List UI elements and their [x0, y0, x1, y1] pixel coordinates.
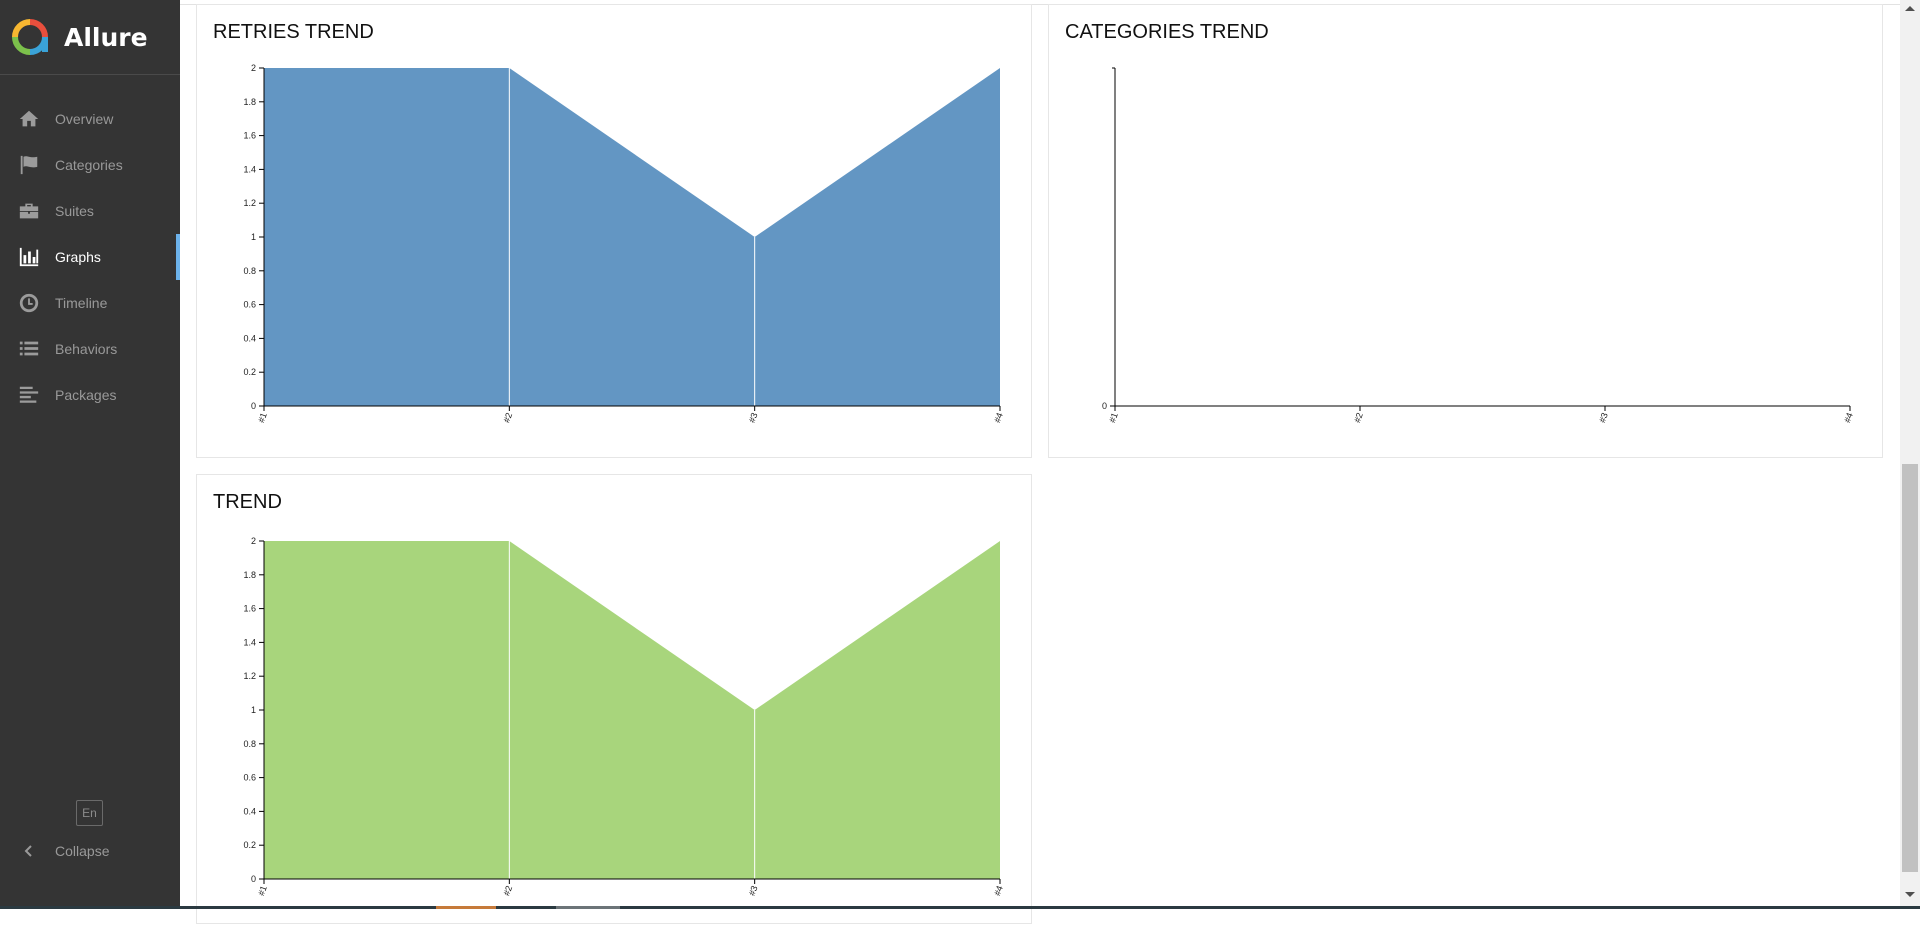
scroll-up-arrow-icon[interactable] — [1905, 6, 1915, 11]
bar-chart-icon — [18, 246, 40, 268]
brand[interactable]: Allure — [0, 0, 180, 75]
y-tick-label: 1 — [251, 232, 256, 242]
y-tick-label: 0.4 — [243, 806, 256, 816]
sidebar-item-label: Overview — [55, 111, 113, 127]
x-tick-label: #3 — [747, 884, 760, 897]
x-tick-label: #4 — [1842, 411, 1855, 424]
x-tick-label: #1 — [1107, 411, 1120, 424]
y-tick-label: 1.4 — [243, 164, 256, 174]
y-tick-label: 0.4 — [243, 333, 256, 343]
flag-icon — [18, 154, 40, 176]
y-tick-label: 0.8 — [243, 266, 256, 276]
x-tick-label: #4 — [992, 411, 1005, 424]
y-tick-label: 0.8 — [243, 739, 256, 749]
clock-icon — [18, 292, 40, 314]
sidebar-item-label: Suites — [55, 203, 94, 219]
y-tick-label: 1.8 — [243, 97, 256, 107]
sidebar: Allure Overview Categories Suites Graphs — [0, 0, 180, 906]
trend-chart: 0 0.2 0.4 0.6 0.8 1 1.2 1.4 1.6 1.8 2 #1 #2 #3 #4 — [197, 475, 1033, 925]
y-tick-label: 1.2 — [243, 671, 256, 681]
sidebar-nav: Overview Categories Suites Graphs Timeli… — [0, 96, 180, 418]
allure-logo-icon — [12, 19, 48, 55]
y-tick-label: 1 — [251, 705, 256, 715]
collapse-button[interactable]: Collapse — [0, 839, 180, 863]
sidebar-item-label: Timeline — [55, 295, 107, 311]
sidebar-item-packages[interactable]: Packages — [0, 372, 180, 418]
y-tick-label: 1.2 — [243, 198, 256, 208]
chevron-left-icon — [22, 844, 36, 858]
x-tick-label: #2 — [501, 411, 514, 424]
y-tick-label: 0.6 — [243, 300, 256, 310]
sidebar-item-categories[interactable]: Categories — [0, 142, 180, 188]
x-tick-label: #1 — [256, 411, 269, 424]
sidebar-item-graphs[interactable]: Graphs — [0, 234, 180, 280]
brand-name: Allure — [64, 23, 148, 52]
y-tick-label: 1.6 — [243, 131, 256, 141]
language-selector[interactable]: En — [76, 800, 103, 826]
sidebar-item-label: Packages — [55, 387, 116, 403]
y-tick-label: 0.2 — [243, 367, 256, 377]
sidebar-item-label: Graphs — [55, 249, 101, 265]
area-series — [264, 541, 1000, 879]
y-tick-label: 1.4 — [243, 637, 256, 647]
categories-trend-chart: 0#1 #2 #3 #4 — [1049, 5, 1884, 459]
categories-trend-widget: CATEGORIES TREND 0#1#2#3#4 — [1048, 4, 1883, 458]
scrollbar-thumb[interactable] — [1902, 464, 1918, 872]
y-tick-label: 0 — [251, 401, 256, 411]
scroll-down-arrow-icon[interactable] — [1905, 892, 1915, 897]
vertical-scrollbar[interactable] — [1900, 0, 1920, 906]
align-left-icon — [18, 384, 40, 406]
y-tick-label: 0 — [1102, 401, 1107, 411]
y-tick-label: 0.6 — [243, 773, 256, 783]
y-tick-label: 1.6 — [243, 604, 256, 614]
collapse-label: Collapse — [55, 843, 109, 859]
sidebar-item-timeline[interactable]: Timeline — [0, 280, 180, 326]
sidebar-item-behaviors[interactable]: Behaviors — [0, 326, 180, 372]
retries-trend-chart: 0 0.2 0.4 0.6 0.8 1 1.2 1.4 1.6 1.8 2 #1 #2 #3 #4 — [197, 5, 1033, 459]
sidebar-item-label: Categories — [55, 157, 123, 173]
home-icon — [18, 108, 40, 130]
y-tick-label: 2 — [251, 63, 256, 73]
sidebar-item-label: Behaviors — [55, 341, 117, 357]
x-tick-label: #1 — [256, 884, 269, 897]
briefcase-icon — [18, 200, 40, 222]
y-tick-label: 1.8 — [243, 570, 256, 580]
x-tick-label: #2 — [501, 884, 514, 897]
x-tick-label: #3 — [747, 411, 760, 424]
sidebar-item-overview[interactable]: Overview — [0, 96, 180, 142]
sidebar-item-suites[interactable]: Suites — [0, 188, 180, 234]
list-icon — [18, 338, 40, 360]
y-tick-label: 0.2 — [243, 840, 256, 850]
y-tick-label: 2 — [251, 536, 256, 546]
x-tick-label: #4 — [992, 884, 1005, 897]
area-series — [264, 68, 1000, 406]
y-tick-label: 0 — [251, 874, 256, 884]
x-tick-label: #2 — [1352, 411, 1365, 424]
x-tick-label: #3 — [1597, 411, 1610, 424]
